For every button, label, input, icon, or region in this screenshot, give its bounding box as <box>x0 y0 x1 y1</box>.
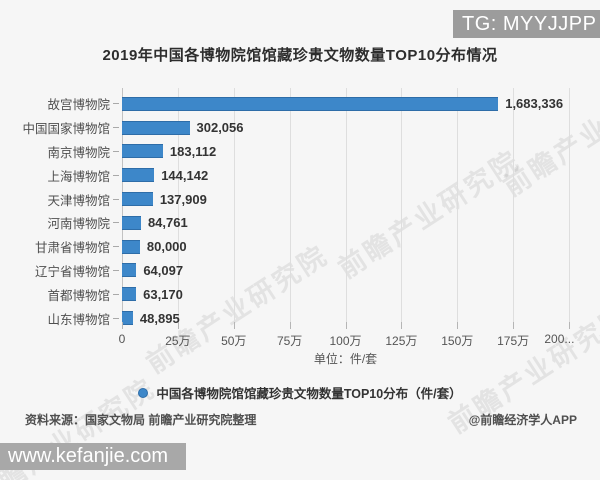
bar-track: 63,170 <box>122 287 569 302</box>
bar <box>122 311 133 326</box>
value-label: 84,761 <box>147 215 188 231</box>
gridline <box>233 88 235 322</box>
category-label: 山东博物馆 <box>47 312 110 327</box>
axis-unit-label: 单位：件/套 <box>313 352 378 366</box>
value-label: 80,000 <box>146 239 187 255</box>
bar <box>122 144 163 159</box>
category-label: 甘肃省博物馆 <box>34 241 110 256</box>
category-tick <box>113 198 119 200</box>
gridline <box>289 88 291 322</box>
value-label: 137,909 <box>159 191 207 207</box>
x-tick-label: 50万 <box>221 334 247 348</box>
site-watermark-badge: www.kefanjie.com <box>0 443 186 470</box>
bar <box>122 287 137 302</box>
bar-track: 84,761 <box>122 215 569 230</box>
category-tick <box>113 293 119 295</box>
x-tick-label: 0 <box>118 332 126 346</box>
legend-marker-icon <box>138 387 149 398</box>
x-tick-label: 150万 <box>441 334 474 348</box>
x-tick-mark <box>289 322 291 329</box>
category-label: 首都博物馆 <box>47 288 110 303</box>
bar-track: 144,142 <box>122 168 569 183</box>
bar <box>122 120 190 135</box>
value-label: 1,683,336 <box>505 96 564 112</box>
category-tick <box>113 269 119 271</box>
bar-track: 137,909 <box>122 192 569 207</box>
legend-label: 中国各博物院馆馆藏珍贵文物数量TOP10分布（件/套） <box>156 387 462 401</box>
x-tick-mark <box>569 322 570 329</box>
category-label: 河南博物院 <box>47 217 110 232</box>
bar-row: 河南博物院 84,761 <box>0 211 600 235</box>
gridline <box>177 88 179 322</box>
bar <box>122 192 153 207</box>
gridline <box>569 88 570 322</box>
category-tick <box>113 103 119 105</box>
gridline <box>513 88 515 322</box>
category-label: 故宫博物院 <box>47 98 110 113</box>
bar-track: 302,056 <box>122 120 569 135</box>
tg-badge: TG: MYYJJPP <box>453 10 600 38</box>
bar <box>122 168 155 183</box>
bar <box>122 215 141 230</box>
bar-track: 80,000 <box>122 239 569 254</box>
x-tick-mark <box>457 322 459 329</box>
bar <box>122 263 137 278</box>
value-label: 63,170 <box>143 286 183 302</box>
source-note: 资料来源：国家文物局 前瞻产业研究院整理 <box>25 413 257 427</box>
x-tick-label: 200... <box>544 332 575 346</box>
category-label: 南京博物院 <box>47 145 110 160</box>
bar-row: 山东博物馆 48,895 <box>0 306 600 330</box>
value-label: 64,097 <box>143 262 184 278</box>
bar-row: 南京博物院 183,112 <box>0 140 600 164</box>
category-label: 天津博物馆 <box>47 193 110 208</box>
bar-row: 甘肃省博物馆 80,000 <box>0 235 600 259</box>
footer: 资料来源：国家文物局 前瞻产业研究院整理 @前瞻经济学人APP <box>25 411 577 428</box>
value-label: 48,895 <box>139 310 180 326</box>
category-label: 辽宁省博物馆 <box>34 264 110 279</box>
category-tick <box>113 246 119 248</box>
category-label: 中国国家博物馆 <box>22 122 110 137</box>
bar-track: 1,683,336 <box>122 96 569 111</box>
bar-chart: 故宫博物院 1,683,336 中国国家博物馆 302,056 南京博物院 183,112… <box>0 92 600 330</box>
bar-row: 上海博物馆 144,142 <box>0 163 600 187</box>
value-label: 144,142 <box>161 167 209 183</box>
category-label: 上海博物馆 <box>47 169 110 184</box>
x-tick-mark <box>122 322 123 329</box>
bar-track: 183,112 <box>122 144 569 159</box>
x-tick-label: 125万 <box>385 334 418 348</box>
x-tick-mark <box>513 322 515 329</box>
legend: 中国各博物院馆馆藏珍贵文物数量TOP10分布（件/套） <box>0 383 600 402</box>
x-tick-label: 25万 <box>165 334 191 348</box>
bar-row: 中国国家博物馆 302,056 <box>0 116 600 140</box>
x-tick-mark <box>401 322 403 329</box>
chart-title: 2019年中国各博物院馆馆藏珍贵文物数量TOP10分布情况 <box>102 47 498 64</box>
bar-row: 首都博物馆 63,170 <box>0 282 600 306</box>
x-tick-mark <box>345 322 347 329</box>
value-label: 183,112 <box>169 143 217 159</box>
x-tick-mark <box>233 322 235 329</box>
bar-track: 48,895 <box>122 311 569 326</box>
bar-row: 辽宁省博物馆 64,097 <box>0 259 600 283</box>
x-tick-mark <box>177 322 179 329</box>
category-tick <box>113 127 119 129</box>
gridline <box>345 88 347 322</box>
x-tick-label: 75万 <box>276 334 303 348</box>
bar-row: 故宫博物院 1,683,336 <box>0 92 600 116</box>
category-tick <box>113 174 119 176</box>
gridline <box>401 88 403 322</box>
bar-track: 64,097 <box>122 263 569 278</box>
credit-note: @前瞻经济学人APP <box>468 413 577 427</box>
bar <box>122 239 140 254</box>
value-label: 302,056 <box>196 120 244 136</box>
x-tick-label: 175万 <box>497 334 530 348</box>
gridline <box>457 88 459 322</box>
x-tick-label: 100万 <box>329 334 362 348</box>
category-tick <box>113 150 119 152</box>
bar <box>122 96 499 111</box>
bar-row: 天津博物馆 137,909 <box>0 187 600 211</box>
category-tick <box>113 222 119 224</box>
category-tick <box>113 317 119 319</box>
